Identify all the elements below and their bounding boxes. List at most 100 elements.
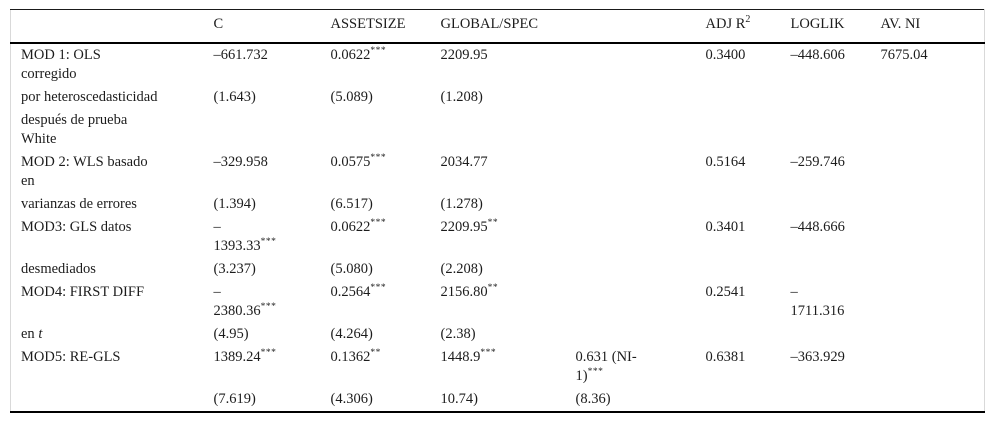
table-cell: 0.6381 <box>705 349 746 365</box>
table-cell: 2156.80** <box>440 283 499 300</box>
table-cell: 0.3400 <box>705 47 746 63</box>
table-cell <box>566 281 696 323</box>
row-label: desmediados <box>21 261 96 277</box>
table-cell <box>696 109 781 151</box>
table-cell <box>696 86 781 109</box>
table-cell: (4.264) <box>330 326 373 342</box>
column-header-assetsize: ASSETSIZE <box>320 9 431 44</box>
table-row-mod1-note: después de prueba White <box>11 109 985 151</box>
table-cell: –661.732 <box>213 47 268 63</box>
table-cell <box>431 109 566 151</box>
table-cell <box>566 193 696 216</box>
column-header-label <box>10 9 204 44</box>
row-label: varianzas de errores <box>21 196 137 212</box>
table-cell: 2209.95 <box>440 47 488 63</box>
table-row-mod5-tstats: (7.619) (4.306) 10.74) (8.36) <box>11 388 985 412</box>
table-row-mod1-tstats: por heteroscedasticidad (1.643) (5.089) … <box>11 86 985 109</box>
table-cell <box>696 323 781 346</box>
table-cell: (4.306) <box>330 391 373 407</box>
row-label: MOD 1: OLS corregido <box>21 47 101 82</box>
table-cell: (8.36) <box>575 391 611 407</box>
table-cell: –448.666 <box>790 219 845 235</box>
row-label: después de prueba White <box>21 112 128 147</box>
table-cell <box>696 258 781 281</box>
row-label: en t <box>21 326 43 342</box>
table-cell: 0.3401 <box>705 219 746 235</box>
table-cell: –259.746 <box>790 154 845 170</box>
table-row-mod1: MOD 1: OLS corregido –661.732 0.0622*** 2… <box>11 43 985 86</box>
table-row-mod2-tstats: varianzas de errores (1.394) (6.517) (1.… <box>11 193 985 216</box>
table-cell: –363.929 <box>790 349 845 365</box>
table-row-mod3-tstats: desmediados (3.237) (5.080) (2.208) <box>11 258 985 281</box>
table-cell: (4.95) <box>213 326 249 342</box>
row-label: MOD 2: WLS basado en <box>21 154 148 189</box>
table-cell: 1389.24*** <box>213 348 277 365</box>
table-cell: (1.278) <box>440 196 483 212</box>
row-label: MOD5: RE-GLS <box>21 349 121 365</box>
table-row-mod2: MOD 2: WLS basado en –329.958 0.0575*** 2… <box>11 151 985 193</box>
table-cell <box>566 109 696 151</box>
table-cell <box>696 193 781 216</box>
table-cell: –1711.316 <box>790 284 845 319</box>
row-label: por heteroscedasticidad <box>21 89 158 105</box>
adj-r2-superscript: 2 <box>745 14 751 26</box>
table-cell: –1393.33*** <box>213 219 277 254</box>
table-cell <box>871 346 985 388</box>
column-header-c: C <box>203 9 321 44</box>
table-cell <box>781 193 871 216</box>
table-cell: 7675.04 <box>880 47 928 63</box>
table-cell: 0.2564*** <box>330 283 387 300</box>
table-cell <box>871 151 985 193</box>
table-cell: (6.517) <box>330 196 373 212</box>
table-cell: (2.38) <box>440 326 476 342</box>
table-cell <box>871 323 985 346</box>
column-header-loglik: LOGLIK <box>780 9 871 44</box>
table-row-mod4-tstats: en t (4.95) (4.264) (2.38) <box>11 323 985 346</box>
table-cell: –2380.36*** <box>213 284 277 319</box>
table-cell: –448.606 <box>790 47 845 63</box>
table-row-mod3: MOD3: GLS datos –1393.33*** 0.0622*** 22… <box>11 216 985 258</box>
column-header-av-ni: AV. NI <box>870 9 985 44</box>
table-cell: 2209.95** <box>440 218 499 235</box>
table-cell: 0.0622*** <box>330 46 387 63</box>
column-header-extra <box>565 9 696 44</box>
table-cell: 0.2541 <box>705 284 746 300</box>
table-cell <box>566 323 696 346</box>
table-cell <box>566 151 696 193</box>
table-cell: (1.208) <box>440 89 483 105</box>
table-cell: (2.208) <box>440 261 483 277</box>
table-cell <box>781 388 871 412</box>
table-cell <box>871 388 985 412</box>
table-cell <box>566 258 696 281</box>
table-row-mod4: MOD4: FIRST DIFF –2380.36*** 0.2564*** 2… <box>11 281 985 323</box>
row-label: MOD4: FIRST DIFF <box>21 284 145 300</box>
table-cell: (5.089) <box>330 89 373 105</box>
table-cell <box>696 388 781 412</box>
table-cell <box>566 86 696 109</box>
regression-table-container: C ASSETSIZE GLOBAL/SPEC ADJ R2 LOGLIK AV… <box>10 9 985 413</box>
row-label: MOD3: GLS datos <box>21 219 132 235</box>
table-cell: 2034.77 <box>440 154 488 170</box>
table-cell <box>566 43 696 86</box>
table-cell: (1.643) <box>213 89 256 105</box>
table-cell <box>321 109 431 151</box>
table-cell <box>781 86 871 109</box>
table-cell: 0.0575*** <box>330 153 387 170</box>
row-label <box>11 388 204 412</box>
table-cell <box>871 109 985 151</box>
table-cell <box>781 109 871 151</box>
table-cell: 1448.9*** <box>440 348 497 365</box>
table-cell: (5.080) <box>330 261 373 277</box>
column-header-adj-r2: ADJ R2 <box>695 9 781 44</box>
table-cell <box>871 86 985 109</box>
table-cell <box>204 109 321 151</box>
table-cell <box>871 216 985 258</box>
table-cell <box>871 281 985 323</box>
table-cell <box>871 258 985 281</box>
table-cell: 0.0622*** <box>330 218 387 235</box>
header-row: C ASSETSIZE GLOBAL/SPEC ADJ R2 LOGLIK AV… <box>10 9 985 44</box>
column-header-global-spec: GLOBAL/SPEC <box>430 9 566 44</box>
table-cell: (1.394) <box>213 196 256 212</box>
table-cell <box>781 323 871 346</box>
table-cell: 0.1362** <box>330 348 381 365</box>
